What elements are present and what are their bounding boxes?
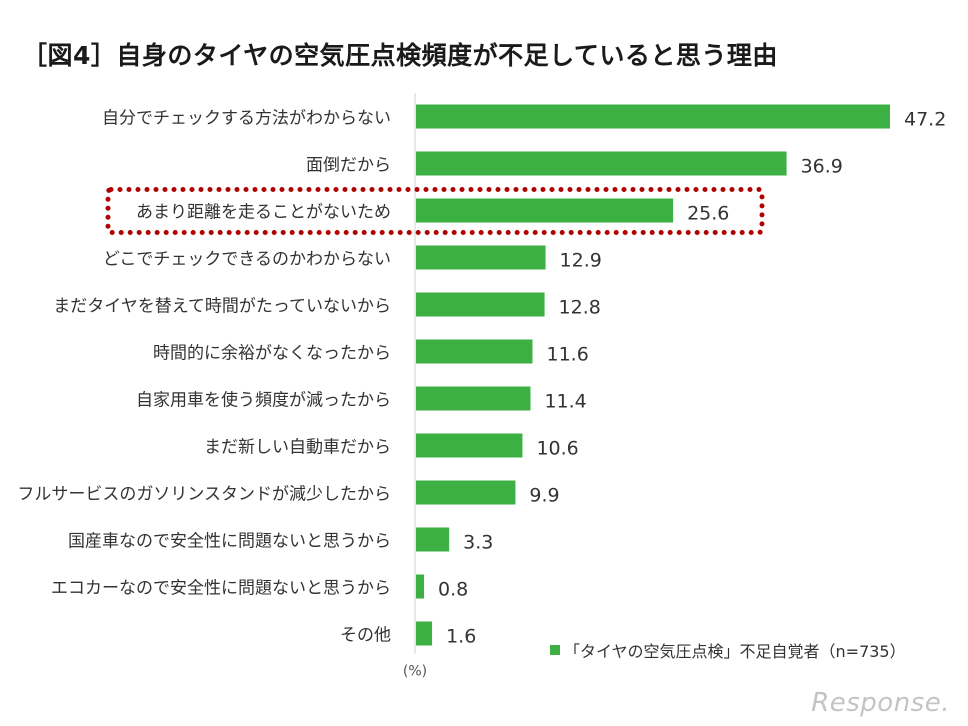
bar [416,104,890,129]
category-label: 時間的に余裕がなくなったから [153,344,391,364]
bar [416,198,674,223]
category-label: まだタイヤを替えて時間がたっていないから [53,297,391,317]
category-label: エコカーなので安全性に問題ないと思うから [51,579,391,599]
value-label: 11.4 [544,391,586,413]
value-label: 0.8 [438,579,468,601]
value-label: 1.6 [446,626,476,648]
bar [416,339,533,364]
category-label: 自分でチェックする方法がわからない [102,109,391,129]
bar [416,433,523,458]
legend-swatch [550,645,560,655]
value-label: 12.8 [559,297,601,319]
unit-label: (%) [403,664,427,680]
highlight-dotted-box [105,187,765,235]
category-label: 自家用車を使う頻度が減ったから [136,390,391,411]
value-label: 11.6 [546,344,588,366]
bar [416,480,516,505]
value-label: 12.9 [560,250,602,272]
legend-label: 「タイヤの空気圧点検」不足自覚者（n=735） [564,642,906,661]
bar [416,386,531,411]
value-label: 25.6 [687,203,729,225]
category-label: まだ新しい自動車だから [204,438,391,458]
bar [416,527,450,552]
bar [416,245,546,270]
bars-group: 自分でチェックする方法がわからない 47.2 面倒だから 36.9 あまり距離を走ること… [17,93,946,680]
chart-title: ［図4］自身のタイヤの空気圧点検頻度が不足していると思う理由 [22,41,778,70]
bar [416,292,545,317]
category-label: どこでチェックできるのかわからない [103,250,391,270]
category-label: フルサービスのガソリンスタンドが減少したから [17,485,391,505]
bar [416,621,433,646]
category-label: あまり距離を走ることがないため [136,203,391,223]
category-label: 面倒だから [306,156,391,176]
watermark-logo: Response. [811,688,950,718]
category-label: その他 [340,626,391,646]
category-label: 国産車なので安全性に問題ないと思うから [68,532,391,552]
bar [416,574,425,599]
value-label: 10.6 [536,438,578,460]
bar [416,151,787,176]
value-label: 47.2 [904,109,946,131]
value-label: 36.9 [801,156,843,178]
legend: 「タイヤの空気圧点検」不足自覚者（n=735） [550,638,906,662]
value-label: 9.9 [529,485,559,507]
value-label: 3.3 [463,532,493,554]
